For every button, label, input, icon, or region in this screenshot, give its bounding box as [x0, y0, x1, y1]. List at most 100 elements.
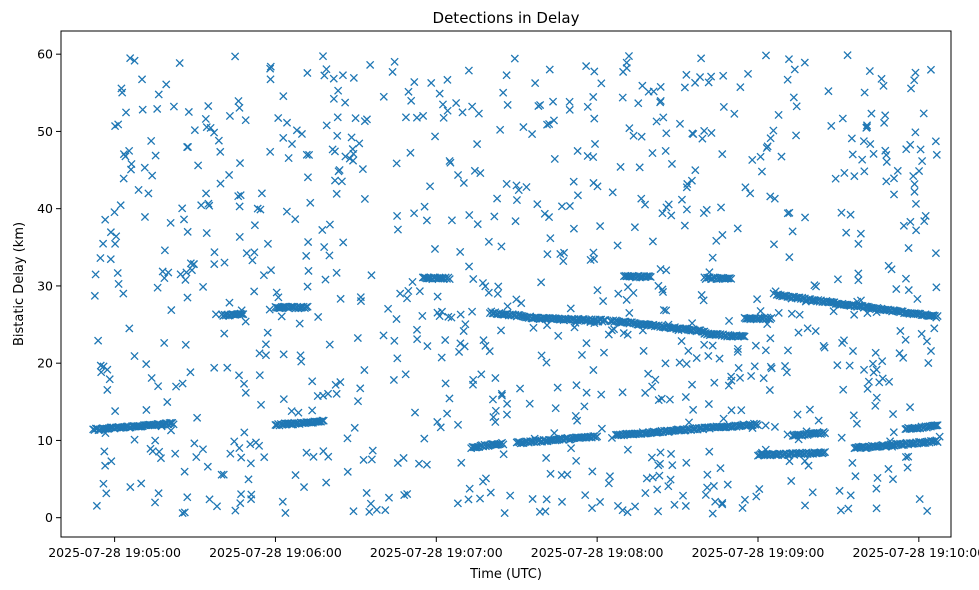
detection-point	[836, 506, 845, 515]
detection-point	[665, 395, 674, 404]
detection-point	[756, 306, 765, 316]
detection-point	[246, 495, 256, 504]
detection-point	[769, 126, 778, 135]
detection-point	[171, 382, 181, 391]
detection-point	[570, 323, 579, 332]
detection-point	[496, 326, 506, 335]
detection-point	[599, 297, 608, 306]
detection-point	[148, 171, 157, 180]
detection-point	[654, 507, 663, 516]
detection-point	[716, 464, 725, 473]
detection-point	[101, 461, 110, 470]
detection-point	[126, 165, 136, 174]
detection-point	[350, 423, 359, 432]
detection-point	[142, 360, 151, 369]
detection-point	[931, 137, 940, 146]
detection-point	[707, 128, 716, 138]
detection-point	[590, 67, 599, 76]
detection-point	[329, 94, 338, 103]
detection-point	[464, 66, 473, 75]
detection-point	[554, 331, 563, 340]
detection-point	[468, 307, 477, 316]
detection-point	[843, 51, 852, 60]
detection-point	[766, 192, 775, 201]
detection-point	[497, 391, 507, 400]
detection-point	[730, 109, 739, 118]
detection-point	[556, 249, 565, 259]
detection-point	[859, 365, 869, 374]
detection-point	[933, 311, 942, 321]
detection-point	[338, 71, 347, 80]
detection-point	[545, 119, 554, 129]
detection-point	[719, 71, 728, 80]
detection-point	[630, 223, 639, 232]
detection-point	[119, 174, 128, 183]
detection-point	[147, 373, 156, 383]
detection-point	[699, 209, 708, 218]
detection-point	[710, 378, 719, 387]
detection-point	[279, 92, 288, 101]
detection-point	[736, 83, 745, 92]
detection-point	[235, 103, 244, 112]
detection-point	[389, 375, 398, 385]
detection-point	[90, 291, 99, 300]
detection-point	[97, 368, 106, 377]
detection-point	[217, 470, 226, 479]
detection-point	[496, 125, 505, 134]
detection-point	[331, 380, 340, 389]
detection-point	[365, 507, 374, 516]
detection-point	[476, 169, 485, 178]
detection-point	[905, 403, 915, 412]
detection-point	[235, 232, 244, 241]
detection-point	[343, 467, 352, 476]
detection-point	[190, 126, 199, 135]
detection-point	[829, 307, 838, 316]
detection-point	[675, 119, 685, 128]
detection-point	[896, 326, 905, 336]
detection-point	[130, 56, 139, 65]
detection-point	[762, 143, 771, 153]
detection-point	[792, 102, 801, 111]
detection-point	[360, 117, 369, 126]
detection-point	[664, 482, 673, 491]
detection-point	[320, 243, 329, 252]
detection-point	[306, 198, 315, 207]
detection-point	[303, 282, 312, 291]
detection-point	[183, 293, 192, 302]
detection-point	[648, 148, 657, 158]
detection-point	[892, 284, 901, 294]
detection-point	[659, 306, 668, 315]
detection-point	[711, 497, 720, 506]
detection-point	[846, 210, 855, 219]
detection-point	[473, 140, 482, 149]
detection-point	[384, 304, 393, 313]
detection-point	[333, 131, 342, 140]
detection-point	[332, 189, 341, 198]
detection-point	[689, 405, 698, 414]
detection-point	[839, 385, 848, 394]
detection-point	[662, 306, 671, 315]
detection-point	[572, 456, 581, 465]
detection-point	[716, 203, 726, 212]
detection-point	[166, 218, 175, 227]
detection-point	[748, 155, 757, 164]
detection-point	[231, 52, 240, 61]
detection-point	[644, 272, 653, 281]
detection-point	[755, 484, 764, 494]
detection-point	[537, 278, 546, 287]
detection-point	[765, 385, 774, 395]
detection-point	[490, 212, 499, 221]
detection-point	[236, 490, 246, 499]
detection-point	[916, 145, 925, 154]
detection-point	[144, 189, 153, 198]
detection-point	[142, 405, 151, 415]
detection-point	[111, 407, 120, 416]
detection-point	[644, 369, 653, 378]
detection-point	[493, 289, 502, 298]
detection-point	[321, 275, 330, 284]
detection-point	[652, 117, 661, 126]
detection-point	[419, 111, 428, 120]
detection-point	[351, 114, 360, 123]
detection-point	[392, 314, 401, 324]
detection-point	[296, 351, 305, 360]
